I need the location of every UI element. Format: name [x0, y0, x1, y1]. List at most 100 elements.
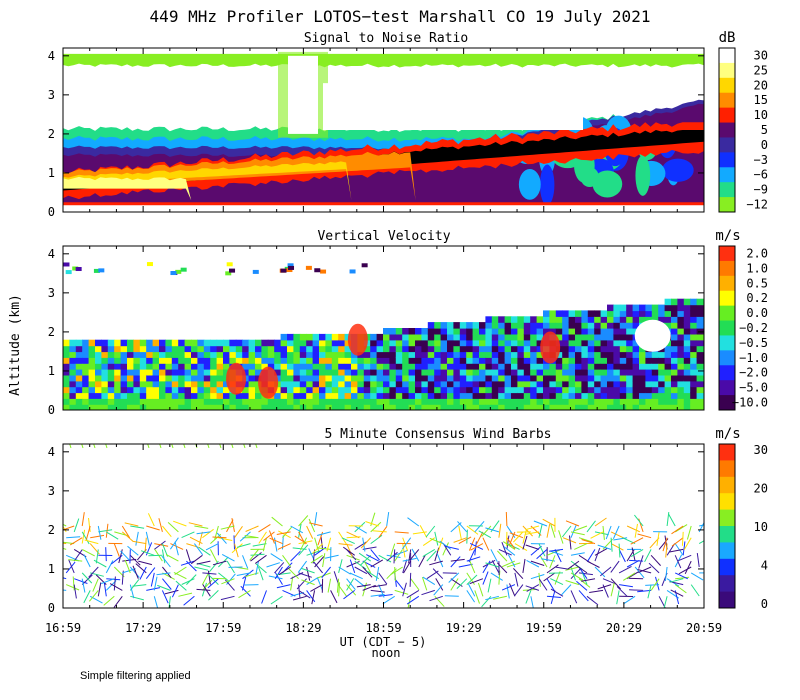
- velocity-cell: [203, 369, 211, 376]
- velocity-cell: [479, 357, 486, 364]
- velocity-cell: [101, 369, 109, 376]
- velocity-cell: [447, 369, 454, 376]
- velocity-cell: [491, 398, 499, 405]
- velocity-cell: [229, 351, 237, 358]
- wind-barb: [616, 586, 628, 597]
- velocity-cell: [594, 339, 602, 347]
- velocity-cell: [133, 374, 141, 382]
- velocity-cell: [280, 268, 287, 273]
- velocity-cell: [581, 386, 589, 394]
- velocity-cell: [197, 357, 205, 364]
- wind-barb: [637, 533, 652, 539]
- velocity-cell: [479, 398, 486, 405]
- velocity-cell: [229, 339, 237, 347]
- velocity-cell: [305, 265, 312, 270]
- wind-barb: [610, 578, 621, 590]
- velocity-cell: [286, 268, 293, 273]
- wind-barb: [270, 595, 283, 605]
- velocity-cell: [568, 333, 576, 341]
- velocity-cell: [82, 380, 90, 388]
- velocity-cell: [383, 363, 390, 370]
- wind-barb: [457, 521, 468, 533]
- velocity-cell: [107, 398, 115, 405]
- velocity-cell: [466, 380, 474, 388]
- velocity-cell: [664, 386, 672, 394]
- velocity-cell: [562, 339, 570, 347]
- velocity-blob: [226, 362, 247, 395]
- x-tick-label: 18:59: [365, 621, 401, 635]
- velocity-cell: [344, 357, 352, 364]
- velocity-cell: [146, 404, 154, 410]
- velocity-cell: [197, 398, 205, 405]
- velocity-cell: [210, 374, 218, 382]
- velocity-cell: [671, 298, 678, 306]
- velocity-cell: [555, 322, 563, 329]
- velocity-cell: [408, 345, 416, 353]
- velocity-cell: [639, 351, 646, 358]
- wind-barb: [140, 550, 155, 556]
- wind-barb: [113, 596, 123, 608]
- velocity-cell: [171, 363, 179, 370]
- wind-barb: [238, 589, 251, 599]
- wind-barb: [105, 444, 108, 449]
- velocity-cell: [543, 374, 550, 382]
- velocity-cell: [664, 298, 672, 306]
- velocity-cell: [511, 386, 518, 394]
- velocity-cell: [171, 357, 179, 364]
- velocity-cell: [216, 363, 224, 370]
- velocity-cell: [242, 380, 250, 388]
- velocity-cell: [434, 380, 442, 388]
- velocity-cell: [133, 357, 141, 364]
- velocity-cell: [133, 369, 141, 376]
- colorbar-label: 0.0: [746, 306, 768, 320]
- velocity-cell: [184, 345, 192, 353]
- wind-barb: [274, 562, 285, 574]
- velocity-cell: [127, 380, 134, 388]
- velocity-cell: [75, 398, 83, 405]
- velocity-cell: [459, 333, 467, 341]
- wind-barb: [698, 540, 704, 545]
- velocity-cell: [479, 322, 486, 329]
- velocity-cell: [229, 357, 237, 364]
- wind-barb: [466, 590, 476, 603]
- wind-barb: [375, 566, 380, 581]
- velocity-cell: [645, 392, 653, 399]
- velocity-cell: [632, 398, 640, 405]
- velocity-cell: [575, 386, 582, 394]
- velocity-cell: [299, 351, 307, 358]
- velocity-cell: [69, 345, 77, 353]
- velocity-cell: [536, 380, 544, 388]
- velocity-cell: [645, 310, 653, 317]
- wind-barb: [92, 578, 99, 592]
- y-tick-label: 0: [48, 205, 55, 219]
- wind-barb: [610, 560, 620, 573]
- velocity-cell: [252, 269, 259, 274]
- velocity-cell: [575, 333, 582, 341]
- velocity-cell: [555, 386, 563, 394]
- velocity-cell: [683, 328, 691, 335]
- wind-barb: [629, 589, 644, 591]
- velocity-cell: [63, 357, 70, 364]
- velocity-cell: [671, 357, 678, 364]
- velocity-cell: [511, 404, 518, 410]
- wind-barb: [630, 548, 644, 558]
- velocity-cell: [299, 386, 307, 394]
- wind-barb: [597, 584, 612, 590]
- y-tick-label: 0: [48, 601, 55, 615]
- velocity-cell: [114, 369, 122, 376]
- velocity-cell: [344, 351, 352, 358]
- velocity-cell: [152, 398, 160, 405]
- wind-barb: [194, 525, 209, 529]
- velocity-cell: [408, 333, 416, 341]
- wind-barb: [618, 565, 632, 574]
- velocity-cell: [178, 398, 186, 405]
- wind-barb: [148, 554, 163, 557]
- wind-barb: [526, 584, 540, 592]
- velocity-cell: [184, 392, 192, 399]
- velocity-cell: [632, 386, 640, 394]
- velocity-cell: [562, 380, 570, 388]
- velocity-cell: [120, 398, 128, 405]
- velocity-cell: [389, 345, 397, 353]
- velocity-cell: [114, 351, 122, 358]
- wind-barb: [298, 544, 309, 556]
